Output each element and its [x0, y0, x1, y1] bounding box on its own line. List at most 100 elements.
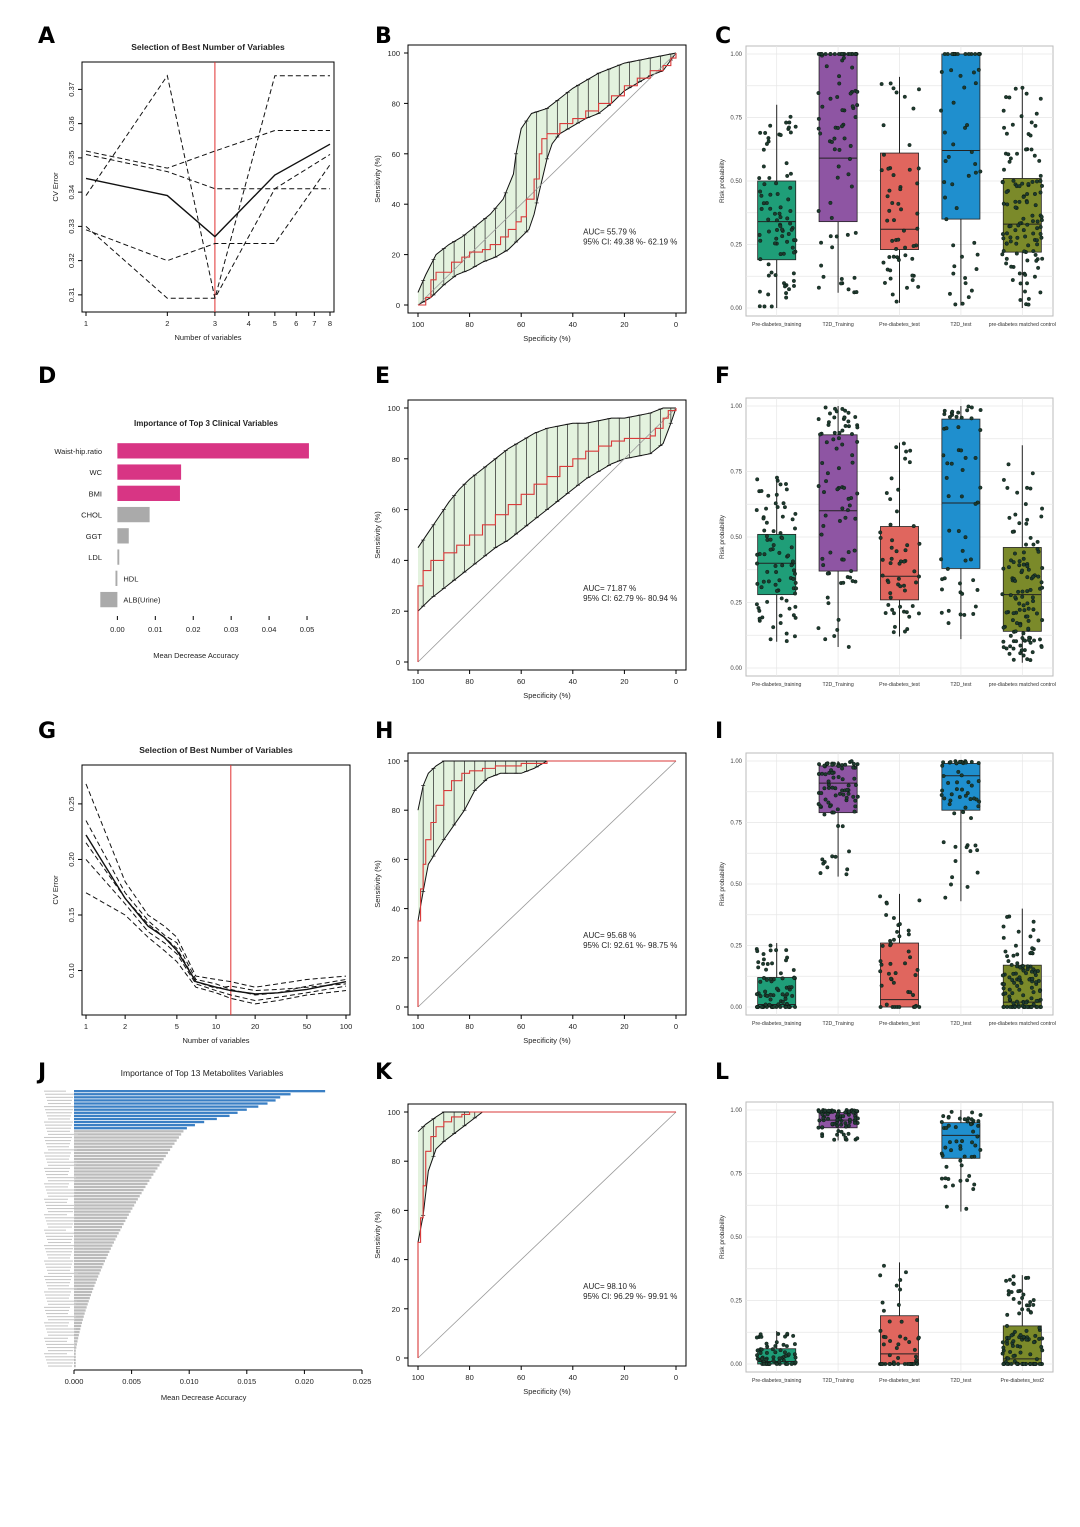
- y-tick-label: 0: [396, 1354, 400, 1363]
- jitter-point: [821, 861, 826, 866]
- importance-bar: [74, 1225, 122, 1229]
- jitter-point: [1034, 238, 1039, 243]
- jitter-point: [847, 1109, 851, 1114]
- importance-bar: [74, 1309, 86, 1312]
- jitter-point: [1014, 639, 1019, 644]
- jitter-point: [777, 578, 782, 583]
- importance-bar: [74, 1216, 128, 1219]
- jitter-point: [1001, 1345, 1006, 1350]
- jitter-point: [823, 772, 828, 777]
- jitter-point: [768, 943, 773, 948]
- jitter-point: [773, 241, 777, 246]
- jitter-point: [955, 52, 960, 56]
- jitter-point: [845, 232, 850, 237]
- jitter-point: [1026, 296, 1031, 301]
- jitter-point: [1035, 179, 1039, 184]
- jitter-point: [831, 437, 836, 442]
- jitter-point: [1030, 595, 1035, 600]
- jitter-point: [1013, 512, 1018, 517]
- jitter-point: [1031, 542, 1036, 547]
- importance-bar: [74, 1219, 126, 1223]
- jitter-point: [845, 867, 850, 872]
- importance-bar: [74, 1108, 247, 1111]
- jitter-point: [787, 606, 792, 611]
- jitter-point: [820, 857, 825, 862]
- jitter-point: [785, 239, 790, 244]
- jitter-point: [946, 1123, 951, 1128]
- roc-curve: [418, 53, 677, 306]
- jitter-point: [783, 996, 788, 1001]
- jitter-point: [948, 760, 953, 764]
- jitter-point: [759, 206, 764, 211]
- jitter-point: [777, 211, 782, 216]
- tiny-variable-label: [44, 1353, 67, 1355]
- tiny-variable-label: [44, 1337, 68, 1339]
- cv-series-cv1: [85, 74, 330, 299]
- jitter-point: [761, 516, 766, 521]
- jitter-point: [788, 209, 793, 213]
- jitter-point: [972, 240, 977, 245]
- jitter-point: [1011, 657, 1016, 662]
- tiny-variable-label: [45, 1217, 75, 1219]
- y-tick-label: 40: [392, 200, 400, 209]
- jitter-point: [1026, 1307, 1031, 1312]
- jitter-point: [836, 466, 841, 471]
- jitter-point: [766, 229, 771, 234]
- importance-bar: [74, 1330, 80, 1334]
- jitter-point: [840, 124, 844, 129]
- jitter-point: [888, 561, 893, 566]
- jitter-point: [1021, 603, 1026, 608]
- jitter-point: [894, 1283, 899, 1288]
- jitter-point: [845, 508, 850, 513]
- importance-bar: [74, 1300, 89, 1303]
- jitter-point: [963, 805, 968, 810]
- jitter-point: [953, 1125, 958, 1130]
- jitter-point: [1013, 595, 1018, 600]
- x-tick-label: 0.04: [262, 625, 277, 634]
- tiny-variable-label: [47, 1192, 75, 1194]
- jitter-point: [917, 1005, 922, 1009]
- chart-title: Selection of Best Number of Variables: [139, 745, 293, 755]
- jitter-point: [903, 548, 908, 553]
- jitter-point: [777, 1356, 782, 1361]
- jitter-point: [850, 460, 855, 465]
- jitter-point: [755, 949, 760, 954]
- jitter-point: [978, 408, 983, 412]
- bar-label: HDL: [123, 574, 138, 583]
- jitter-point: [1033, 123, 1038, 128]
- jitter-point: [915, 1318, 920, 1322]
- y-tick-label: 0.50: [730, 1235, 742, 1241]
- jitter-point: [956, 410, 961, 415]
- jitter-point: [887, 208, 892, 213]
- jitter-point: [820, 556, 825, 561]
- jitter-point: [777, 550, 782, 555]
- jitter-point: [948, 798, 953, 803]
- jitter-point: [891, 980, 896, 985]
- tiny-variable-label: [44, 1121, 73, 1123]
- jitter-point: [911, 524, 916, 529]
- y-tick-label: 60: [392, 150, 400, 159]
- jitter-point: [889, 476, 894, 481]
- jitter-point: [759, 585, 764, 590]
- tiny-variable-label: [44, 1291, 71, 1293]
- jitter-point: [852, 275, 857, 280]
- jitter-point: [942, 130, 947, 135]
- jitter-point: [890, 201, 895, 205]
- y-tick-label: 1.00: [730, 759, 742, 765]
- importance-bar: [74, 1315, 84, 1318]
- x-tick-label: 80: [465, 1373, 473, 1382]
- jitter-point: [776, 1331, 781, 1336]
- jitter-point: [894, 1346, 899, 1351]
- jitter-point: [830, 762, 835, 767]
- box-2: [880, 152, 919, 250]
- tiny-variable-label: [48, 1164, 76, 1166]
- y-tick-label: 100: [387, 1108, 400, 1117]
- x-tick-label: 60: [517, 320, 525, 329]
- jitter-point: [770, 961, 774, 966]
- jitter-point: [887, 1362, 892, 1366]
- jitter-point: [843, 1135, 848, 1140]
- jitter-point: [1028, 587, 1033, 592]
- jitter-point: [903, 961, 907, 966]
- jitter-point: [1019, 114, 1024, 119]
- x-tick-label: 60: [517, 1373, 525, 1382]
